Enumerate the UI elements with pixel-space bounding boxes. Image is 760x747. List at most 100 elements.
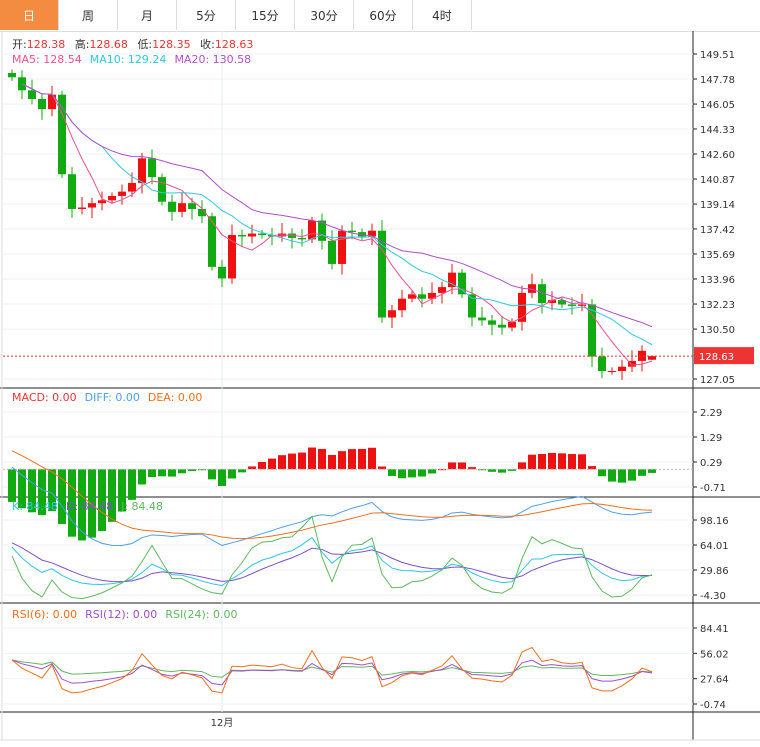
candle-up [248,233,256,237]
macd-bar [498,469,506,473]
candle-down [188,203,196,209]
ma20-line [21,83,653,328]
macd-bar [428,469,436,474]
macd-bar [18,469,26,509]
macd-bar [638,469,646,476]
tab-5min[interactable]: 5分 [177,0,236,30]
candle-up [548,300,556,304]
candle-down [158,177,166,202]
tab-60min[interactable]: 60分 [354,0,413,30]
macd-bar [178,469,186,474]
macd-bar [398,469,406,479]
period-tabs: 日 周 月 5分 15分 30分 60分 4时 [0,0,760,32]
macd-bar [118,469,126,512]
candle-up [608,371,616,373]
kdj-tick-label: 98.16 [700,516,729,527]
candle-down [478,317,486,321]
macd-bar [648,469,656,473]
rsi6-line [11,646,653,694]
kdj-legend: K: 84.48 D: 84.48 J: 84.48 [12,500,163,513]
macd-bar [108,469,116,522]
macd-bar [608,469,616,482]
candle-up [48,94,56,110]
macd-bar [48,469,56,512]
candle-up [78,207,86,209]
price-tick-label: 132.23 [700,300,735,311]
macd-bar [558,453,566,470]
macd-bar [478,469,486,471]
rsi-tick-label: 84.41 [700,624,729,635]
x-tick-label: 12月 [211,717,234,729]
candle-down [208,216,216,267]
macd-bar [468,467,476,470]
candle-up [128,182,136,192]
ma5-line [21,83,653,366]
candle-up [628,360,636,367]
macd-bar [138,469,146,485]
macd-bar [458,462,466,470]
macd-tick-label: 2.29 [700,408,722,419]
rsi-tick-label: 56.02 [700,649,729,660]
candle-down [538,284,546,304]
macd-tick-label: -0.71 [700,483,726,494]
macd-bar [578,454,586,470]
macd-bar [628,469,636,481]
price-tick-label: 127.05 [700,375,735,386]
k-line [11,536,653,587]
tab-30min[interactable]: 30分 [295,0,354,30]
kdj-tick-label: 64.01 [700,541,729,552]
macd-bar [408,469,416,478]
candle-down [148,158,156,178]
macd-bar [258,461,266,470]
candle-down [28,90,36,100]
candle-up [388,310,396,318]
price-tick-label: 133.96 [700,275,735,286]
tab-month[interactable]: 月 [118,0,177,30]
macd-bar [448,462,456,470]
kdj-tick-label: -4.30 [700,591,726,602]
macd-bar [318,448,326,470]
macd-bar [348,449,356,470]
candle-down [298,237,306,240]
macd-bar [148,469,156,478]
price-tick-label: 142.60 [700,150,735,161]
tab-week[interactable]: 周 [59,0,118,30]
tab-15min[interactable]: 15分 [236,0,295,30]
ma-legend: MA5: 128.54 MA10: 129.24 MA20: 130.58 [12,53,251,66]
candle-down [198,208,206,217]
macd-bar [158,469,166,477]
price-tick-label: 147.78 [700,75,735,86]
macd-bar [488,469,496,472]
ohlc-legend: 开:128.38 高:128.68 低:128.35 收:128.63 [12,37,253,51]
current-price-label: 128.63 [699,352,734,363]
macd-tick-label: 1.29 [700,433,722,444]
candle-up [98,200,106,204]
rsi24-line [11,659,653,678]
tab-day[interactable]: 日 [0,0,59,30]
d-line [11,542,653,583]
tab-4h[interactable]: 4时 [413,0,472,30]
candle-up [88,203,96,208]
macd-bar [298,452,306,470]
macd-bar [368,447,376,470]
candle-down [358,232,366,237]
candle-down [258,233,266,236]
candle-down [238,235,246,237]
macd-bar [218,469,226,487]
macd-bar [338,451,346,470]
candle-up [518,292,526,322]
price-tick-label: 146.05 [700,100,735,111]
candle-up [338,230,346,264]
candle-up [448,272,456,288]
price-tick-label: 130.50 [700,325,735,336]
candle-up [308,220,316,240]
candle-up [508,321,516,328]
price-tick-label: 140.87 [700,175,735,186]
macd-bar [78,469,86,541]
macd-bar [248,466,256,470]
candle-down [588,304,596,357]
candle-down [8,72,16,78]
candle-down [318,220,326,241]
